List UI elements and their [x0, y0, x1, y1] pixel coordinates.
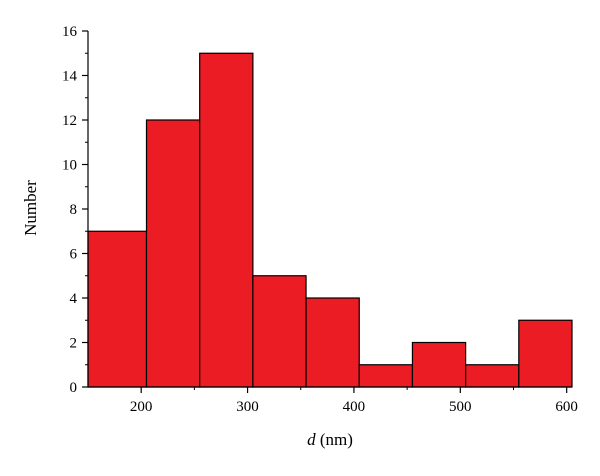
- x-tick-label-300: 300: [236, 399, 259, 415]
- histogram-bar-5: [305, 297, 360, 388]
- y-tick-label-0: 0: [70, 380, 78, 396]
- x-axis-title-unit: (nm): [316, 430, 353, 449]
- x-ticks-group: 200 300 400 500 600: [130, 387, 578, 415]
- y-tick-label-6: 6: [70, 247, 78, 263]
- y-tick-label-16: 16: [62, 24, 78, 40]
- x-axis-title-var: d: [307, 430, 316, 449]
- histogram-bar-4: [252, 275, 307, 388]
- histogram-bar-7: [411, 341, 467, 388]
- bars-group: [87, 52, 573, 388]
- x-tick-label-200: 200: [130, 399, 153, 415]
- y-tick-label-10: 10: [62, 158, 77, 174]
- x-axis-title: d (nm): [307, 430, 353, 449]
- y-tick-label-4: 4: [70, 291, 78, 307]
- histogram-bar-9: [518, 319, 573, 388]
- y-ticks-group: 0 2 4 6 8 10 12 14 16: [62, 24, 88, 396]
- x-tick-label-500: 500: [449, 399, 472, 415]
- x-tick-label-400: 400: [343, 399, 366, 415]
- histogram-bar-1: [87, 230, 148, 388]
- x-tick-label-600: 600: [555, 399, 578, 415]
- y-tick-label-12: 12: [62, 113, 77, 129]
- y-axis-title: Number: [21, 180, 40, 236]
- histogram-bar-3: [199, 52, 254, 388]
- y-tick-label-14: 14: [62, 69, 78, 85]
- histogram-bar-2: [145, 119, 201, 388]
- y-tick-label-8: 8: [70, 202, 78, 218]
- y-tick-label-2: 2: [70, 336, 78, 352]
- histogram-bar-8: [465, 364, 520, 388]
- histogram-bar-6: [358, 364, 414, 388]
